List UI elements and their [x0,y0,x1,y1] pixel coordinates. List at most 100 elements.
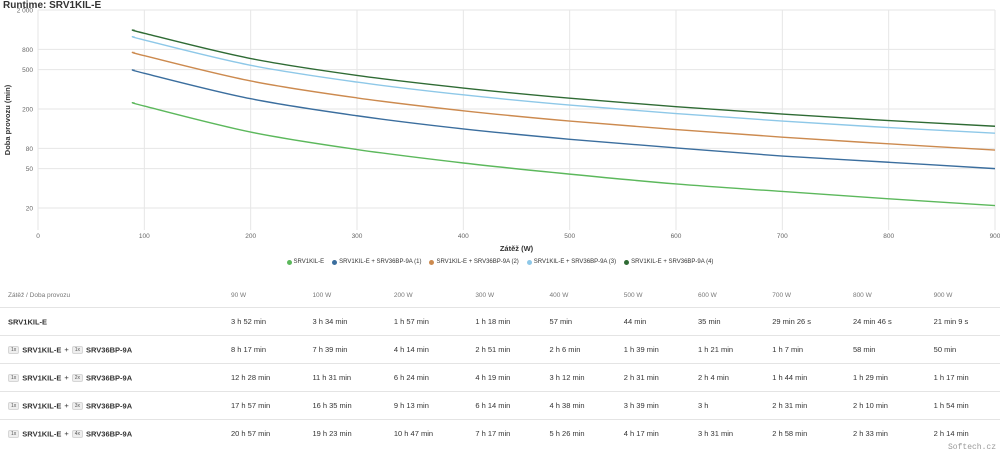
runtime-cell: 9 h 13 min [385,391,468,420]
row-model-cell: 1x SRV1KIL-E +3x SRV36BP-9A [0,391,223,420]
legend-dot-icon [429,259,435,265]
runtime-cell: 58 min [844,335,926,364]
table-column-header: 800 W [852,291,872,299]
table-column-header: 90 W [231,291,247,299]
table-header-row: Zátěž / Doba provozu 90 W 100 W 200 W 300 W 4… [0,283,1000,308]
battery-pack-name: SRV36BP-9A [86,401,133,411]
quantity-badge: 1x [8,373,20,382]
table-column-header: 100 W [312,291,332,299]
plus-sign: + [64,400,69,410]
runtime-cell: 4 h 17 min [615,419,691,447]
row-model-cell: 1x SRV1KIL-E +2x SRV36BP-9A [0,363,223,392]
runtime-cell: 19 h 23 min [304,419,386,447]
plus-sign: + [64,344,69,354]
plus-sign: + [64,372,69,382]
runtime-cell: 1 h 54 min [925,391,1000,420]
legend-label: SRV1KIL-E + SRV36BP-9A (4) [631,259,714,265]
x-tick-label: 800 [883,233,894,240]
x-tick-label: 300 [352,233,363,240]
runtime-cell: 8 h 17 min [223,335,305,364]
table-column-header: 500 W [623,291,643,299]
runtime-cell: 7 h 17 min [467,419,542,447]
legend-label: SRV1KIL-E + SRV36BP-9A (2) [436,259,519,265]
x-tick-label: 500 [564,233,575,240]
runtime-cell: 44 min [615,307,691,336]
legend-item-4[interactable]: SRV1KIL-E + SRV36BP-9A (3) [526,259,616,266]
runtime-cell: 1 h 57 min [385,307,468,336]
quantity-badge: 4x [71,429,83,438]
chart-title: Runtime: SRV1KIL-E [3,0,102,11]
runtime-cell: 29 min 26 s [764,307,845,336]
battery-pack-name: SRV36BP-9A [86,429,133,439]
runtime-cell: 3 h 12 min [541,363,616,392]
runtime-cell: 12 h 28 min [223,363,305,392]
runtime-cell: 21 min 9 s [925,307,1000,336]
runtime-cell: 3 h [690,391,765,420]
table-header-label: Zátěž / Doba provozu [8,291,71,299]
y-tick-label: 50 [26,166,34,173]
runtime-cell: 3 h 31 min [690,419,765,447]
y-tick-label: 20 [26,206,34,213]
runtime-cell: 24 min 46 s [844,307,926,336]
x-tick-label: 600 [671,233,682,240]
runtime-cell: 1 h 21 min [690,335,765,364]
table-column-header: 600 W [698,291,717,299]
series-line-3 [131,51,996,151]
y-axis-title: Doba provozu (min) [3,84,12,155]
table-row: 1x SRV1KIL-E +4x SRV36BP-9A 20 h 57 min 19 h … [0,419,1000,447]
table-row: SRV1KIL-E 3 h 52 min 3 h 34 min 1 h 57 min 1… [0,307,1000,336]
runtime-cell: 1 h 39 min [615,335,691,364]
quantity-badge: 3x [71,401,83,410]
runtime-cell: 2 h 51 min [467,335,542,364]
runtime-cell: 2 h 31 min [615,363,691,392]
runtime-cell: 10 h 47 min [385,419,468,447]
table-column-header: 900 W [933,291,953,299]
runtime-cell: 57 min [541,307,616,336]
model-name: SRV1KIL-E [22,345,62,355]
legend-label: SRV1KIL-E [293,259,325,265]
legend-item-3[interactable]: SRV1KIL-E + SRV36BP-9A (2) [429,259,519,266]
runtime-cell: 4 h 38 min [541,391,616,420]
quantity-badge: 1x [8,345,20,354]
y-tick-label: 800 [22,47,33,54]
model-name: SRV1KIL-E [22,429,62,439]
runtime-cell: 4 h 14 min [385,335,468,364]
series-line-2 [131,69,996,170]
table-body: SRV1KIL-E 3 h 52 min 3 h 34 min 1 h 57 min 1… [0,307,1000,447]
row-model-cell: 1x SRV1KIL-E +4x SRV36BP-9A [0,419,223,447]
runtime-cell: 20 h 57 min [223,419,305,447]
quantity-badge: 1x [8,401,20,410]
runtime-cell: 3 h 34 min [304,307,386,336]
quantity-badge: 1x [71,345,83,354]
x-axis-title: Zátěž (W) [500,244,534,253]
runtime-cell: 50 min [925,335,1000,364]
runtime-table: Zátěž / Doba provozu 90 W 100 W 200 W 300 W 4… [0,283,1000,447]
runtime-cell: 2 h 33 min [844,419,926,447]
legend-item-2[interactable]: SRV1KIL-E + SRV36BP-9A (1) [332,259,421,266]
runtime-cell: 35 min [690,307,765,336]
series-line-5 [131,29,996,127]
y-tick-label: 500 [22,67,33,74]
table-column-header: 200 W [393,291,413,299]
runtime-cell: 2 h 4 min [690,363,765,392]
runtime-cell: 1 h 29 min [844,363,926,392]
runtime-cell: 7 h 39 min [304,335,386,364]
runtime-cell: 16 h 35 min [304,391,386,420]
quantity-badge: 1x [8,429,20,438]
x-tick-label: 700 [777,233,788,240]
runtime-cell: 3 h 52 min [223,307,305,336]
runtime-cell: 6 h 24 min [385,363,468,392]
legend-item-5[interactable]: SRV1KIL-E + SRV36BP-9A (4) [624,259,713,266]
legend-item-1[interactable]: SRV1KIL-E [286,259,325,266]
table-column-header: 400 W [549,291,569,299]
watermark: Softech.cz [947,443,996,452]
plus-sign: + [64,428,69,438]
model-name: SRV1KIL-E [22,401,62,411]
table-row: 1x SRV1KIL-E +1x SRV36BP-9A 8 h 17 min 7 h 39… [0,335,1000,364]
legend-dot-icon [526,259,532,265]
x-tick-label: 100 [139,233,150,240]
model-name: SRV1KIL-E [8,317,48,327]
battery-pack-name: SRV36BP-9A [86,345,133,355]
runtime-cell: 1 h 7 min [764,335,845,364]
runtime-cell: 2 h 31 min [764,391,845,420]
